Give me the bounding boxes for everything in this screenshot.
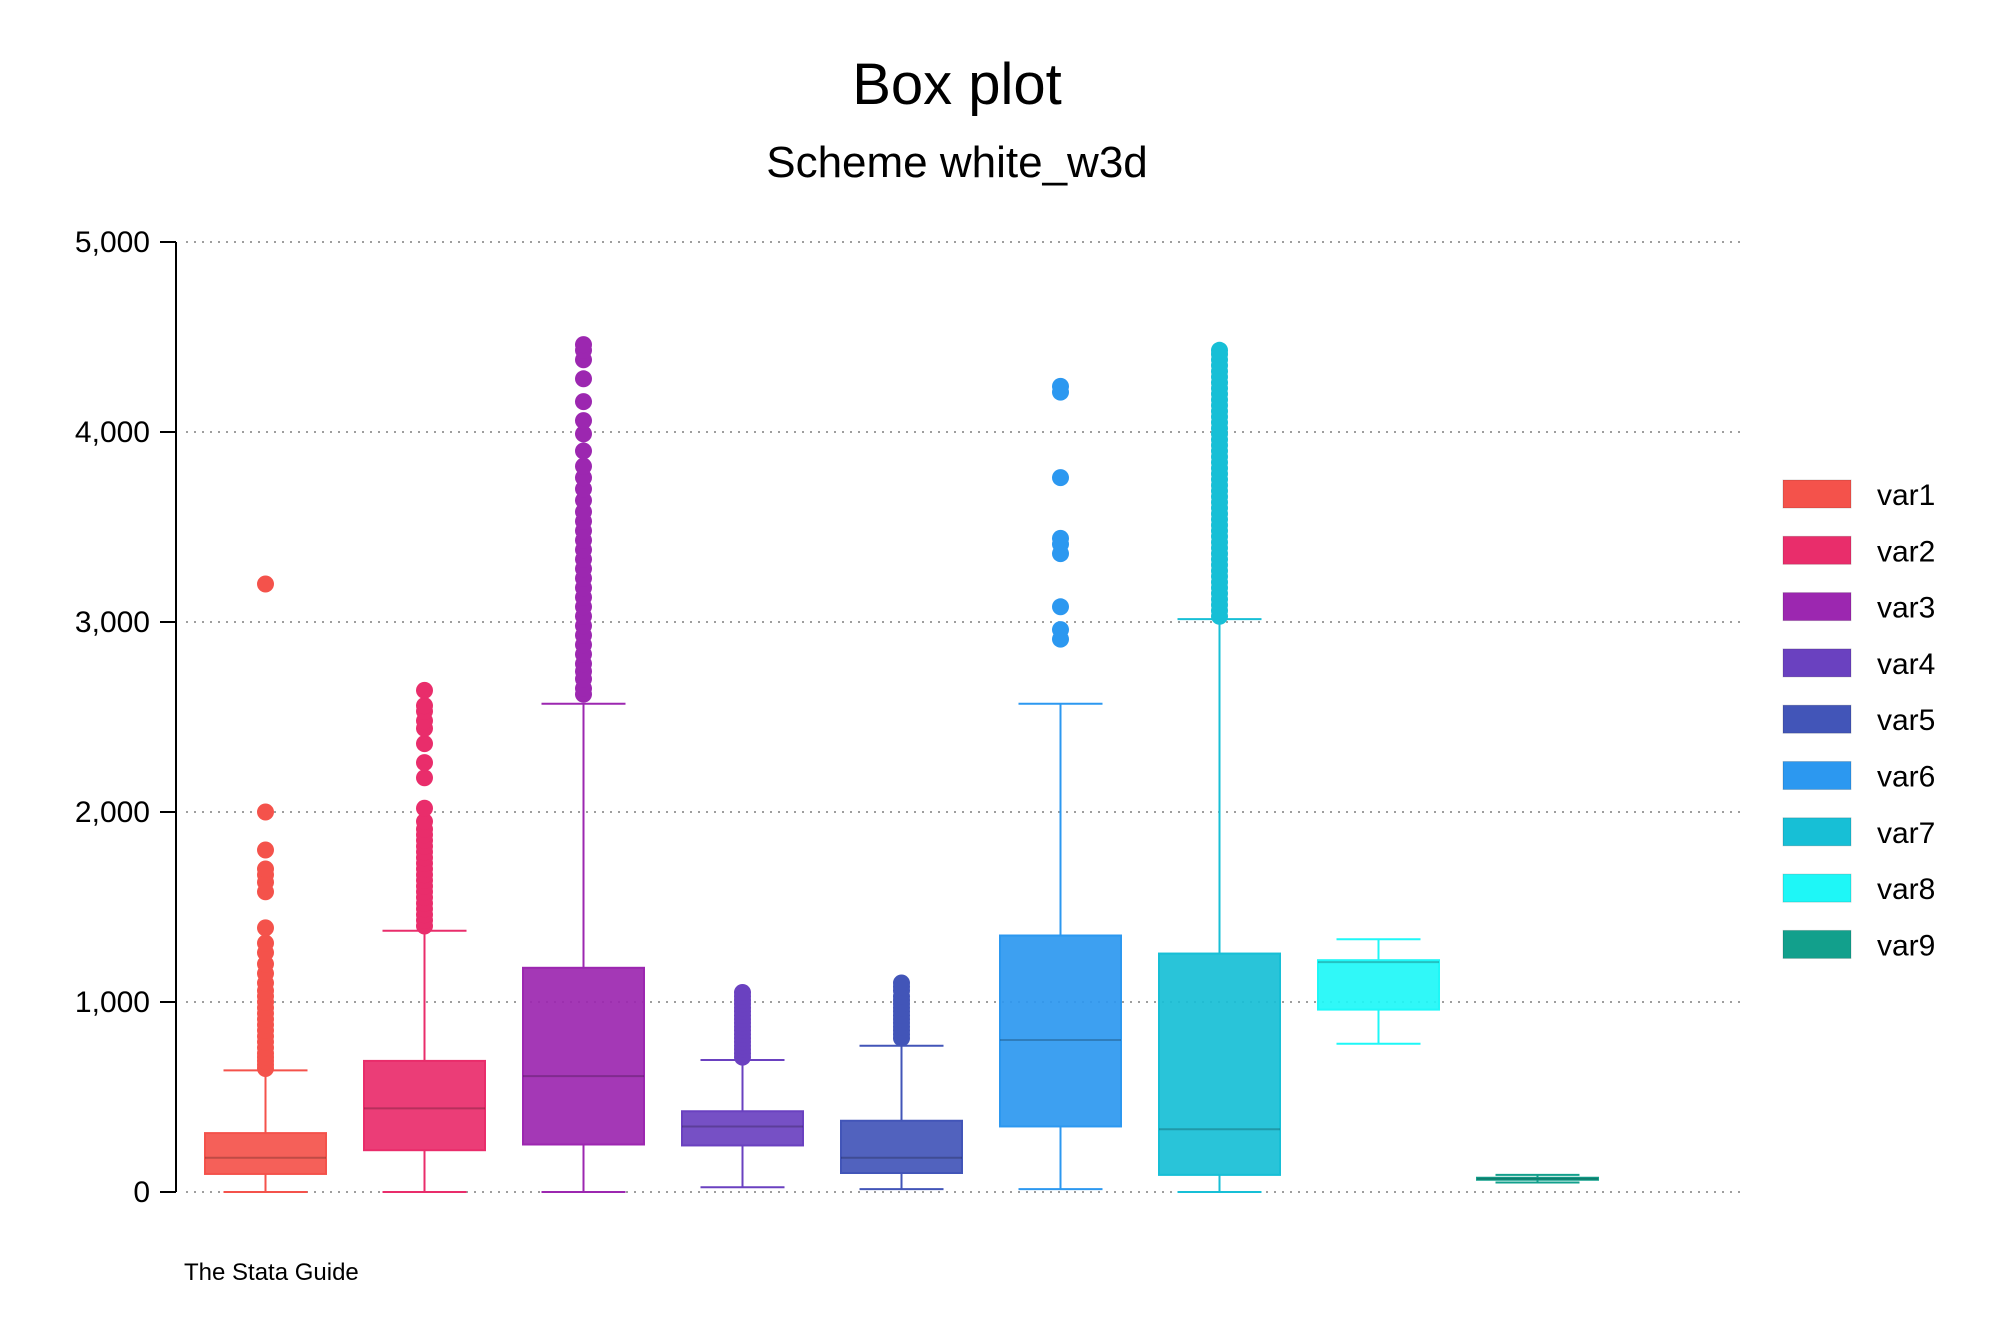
chart-title: Box plot [852, 52, 1062, 117]
box-iqr [681, 1110, 804, 1147]
outlier-point [1052, 598, 1069, 616]
box-iqr [1317, 959, 1440, 1011]
y-tick-label: 3,000 [75, 606, 150, 639]
box-var3 [522, 336, 645, 1193]
box-var8 [1317, 938, 1440, 1045]
outlier-point [257, 934, 274, 952]
outlier-point [575, 412, 592, 430]
chart-note: The Stata Guide [184, 1259, 359, 1286]
outlier-point [575, 370, 592, 388]
box-iqr [363, 1059, 486, 1152]
legend-item-var9: var9 [1782, 929, 1935, 962]
legend-item-var2: var2 [1782, 535, 1935, 568]
legend-label: var3 [1877, 592, 1935, 625]
y-tick-label: 2,000 [75, 796, 150, 829]
outlier-point [893, 974, 910, 992]
legend-swatch [1782, 592, 1852, 622]
legend-swatch [1782, 929, 1852, 959]
outlier-point [257, 919, 274, 937]
legend-label: var8 [1877, 873, 1935, 906]
legend-label: var5 [1877, 704, 1935, 737]
outlier-point [1211, 341, 1228, 359]
legend-label: var4 [1877, 648, 1935, 681]
outlier-point [575, 425, 592, 443]
box-var7 [1158, 341, 1281, 1193]
outlier-point [575, 336, 592, 354]
legend-label: var6 [1877, 761, 1935, 794]
legend-item-var6: var6 [1782, 761, 1935, 794]
outlier-point [1052, 621, 1069, 639]
outlier-point [416, 813, 433, 830]
legend-swatch [1782, 704, 1852, 734]
box-var1 [204, 575, 327, 1193]
outlier-point [257, 575, 274, 593]
y-tick-label: 5,000 [75, 226, 150, 259]
legend-label: var2 [1877, 535, 1935, 568]
outlier-point [416, 735, 433, 753]
legend-swatch [1782, 479, 1852, 509]
legend-label: var9 [1877, 929, 1935, 962]
legend-swatch [1782, 648, 1852, 678]
y-tick-label: 1,000 [75, 986, 150, 1019]
outlier-point [575, 457, 592, 475]
legend-swatch [1782, 817, 1852, 847]
legend-item-var5: var5 [1782, 704, 1935, 737]
outlier-point [257, 841, 274, 859]
outlier-point [416, 681, 433, 699]
outlier-point [575, 442, 592, 460]
legend-item-var4: var4 [1782, 648, 1935, 681]
legend-swatch [1782, 873, 1852, 903]
box-iqr [204, 1132, 327, 1175]
y-axis-ticks: 0 1,000 2,000 3,000 4,000 5,000 [75, 226, 176, 1209]
box-iqr [840, 1119, 963, 1174]
outlier-point [1052, 469, 1069, 487]
legend-swatch [1782, 761, 1852, 790]
legend-item-var7: var7 [1782, 817, 1935, 850]
box-var9 [1476, 1173, 1599, 1184]
outlier-point [575, 393, 592, 411]
box-iqr [522, 966, 645, 1146]
box-iqr [1158, 952, 1281, 1176]
outlier-point [416, 697, 433, 715]
legend-item-var1: var1 [1782, 479, 1935, 512]
box-var6 [999, 377, 1122, 1191]
legend: var1 var2 var3 var4 var5 var6 var7 var8 var9 [1782, 479, 1935, 962]
outlier-point [1052, 529, 1069, 547]
y-tick-label: 4,000 [75, 416, 150, 449]
box-var2 [363, 681, 486, 1193]
box-iqr [1476, 1176, 1599, 1181]
legend-label: var1 [1877, 479, 1935, 512]
outlier-point [734, 984, 751, 1001]
legend-item-var3: var3 [1782, 592, 1935, 625]
outlier-point [1052, 377, 1069, 395]
outlier-point [257, 860, 274, 878]
outlier-point [416, 769, 433, 787]
legend-label: var7 [1877, 817, 1935, 850]
chart-subtitle: Scheme white_w3d [766, 138, 1148, 187]
box-var4 [681, 984, 804, 1189]
boxes [204, 336, 1599, 1193]
legend-swatch [1782, 535, 1852, 565]
box-var5 [840, 974, 963, 1191]
legend-item-var8: var8 [1782, 873, 1935, 906]
y-tick-label: 0 [133, 1176, 150, 1209]
outlier-point [257, 803, 274, 821]
outlier-point [416, 754, 433, 772]
box-iqr [999, 934, 1122, 1128]
outlier-point [416, 799, 433, 817]
